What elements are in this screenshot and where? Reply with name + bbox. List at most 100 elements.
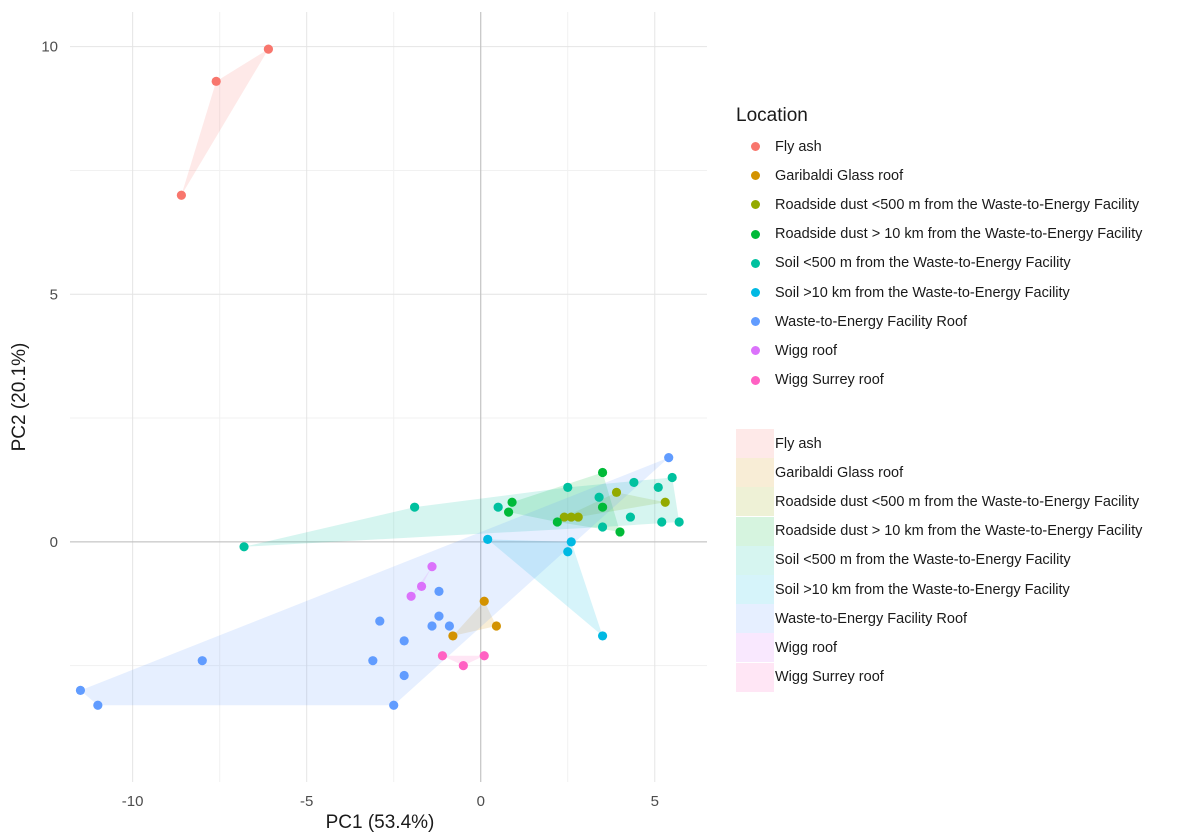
legend-key	[736, 336, 774, 365]
point-soil-500-m-from-the-waste-to-energy-facility	[493, 502, 503, 512]
point-wigg-surrey-roof	[479, 651, 489, 661]
hull-soil-500-m-from-the-waste-to-energy-facility	[244, 477, 680, 547]
legend-dot-icon	[750, 200, 760, 210]
point-soil-500-m-from-the-waste-to-energy-facility	[667, 472, 677, 483]
color-legend: Location Fly ash Garibaldi Glass roof Road…	[736, 100, 1186, 395]
legend-fill-swatch	[736, 575, 774, 605]
point-waste-to-energy-facility-roof	[389, 700, 399, 710]
legend-fill-label: Wigg roof	[775, 639, 838, 656]
point-soil-500-m-from-the-waste-to-energy-facility	[597, 522, 608, 532]
legend-dot-icon	[750, 229, 760, 239]
x-tick-label: 0	[477, 793, 485, 810]
legend-dot-icon	[750, 142, 760, 152]
point-waste-to-energy-facility-roof	[444, 621, 455, 631]
legend-item-waste-to-energy-facility-roof: Waste-to-Energy Facility Roof	[736, 307, 1186, 336]
convex-hulls	[80, 49, 680, 706]
point-waste-to-energy-facility-roof	[375, 616, 385, 626]
point-waste-to-energy-facility-roof	[399, 670, 409, 681]
point-roadside-dust-500-m-from-the-waste-to-energy-facility	[660, 497, 670, 507]
point-roadside-dust-10-km-from-the-waste-to-energy-facility	[615, 527, 625, 537]
hull-roadside-dust-500-m-from-the-waste-to-energy-facility	[564, 492, 666, 518]
legend-fill-key	[736, 545, 774, 575]
legend-label: Roadside dust <500 m from the Waste-to-E…	[775, 196, 1140, 213]
y-axis-title: PC2 (20.1%)	[9, 343, 30, 452]
legend-fill-swatch	[736, 662, 774, 692]
legend-fill-item-waste-to-energy-facility-roof: Waste-to-Energy Facility Roof	[736, 604, 1186, 634]
legend-dot-icon	[750, 171, 760, 181]
point-fly-ash	[263, 44, 274, 54]
legend-fill-swatch	[736, 516, 774, 546]
legend-fill-item-soil-500-m-from-the-waste-to-energy-facility: Soil <500 m from the Waste-to-Energy Fac…	[736, 545, 1186, 575]
point-soil-500-m-from-the-waste-to-energy-facility	[629, 477, 639, 488]
legend-fill-item-roadside-dust-500-m-from-the-waste-to-energy-facility: Roadside dust <500 m from the Waste-to-E…	[736, 487, 1186, 517]
point-roadside-dust-10-km-from-the-waste-to-energy-facility	[507, 497, 517, 507]
point-garibaldi-glass-roof	[479, 596, 489, 606]
legend-key	[736, 220, 774, 249]
point-roadside-dust-10-km-from-the-waste-to-energy-facility	[503, 507, 514, 517]
y-tick-label: 0	[50, 534, 58, 551]
legend-fill-key	[736, 575, 774, 605]
legend-label: Waste-to-Energy Facility Roof	[775, 313, 968, 330]
point-waste-to-energy-facility-roof	[427, 621, 437, 631]
hull-wigg-surrey-roof	[442, 655, 485, 666]
point-waste-to-energy-facility-roof	[93, 700, 103, 710]
point-soil-500-m-from-the-waste-to-energy-facility	[594, 492, 604, 502]
legend-fill-item-roadside-dust-10-km-from-the-waste-to-energy-facility: Roadside dust > 10 km from the Waste-to-…	[736, 516, 1186, 546]
hull-garibaldi-glass-roof	[452, 601, 497, 636]
legend-label: Fly ash	[775, 138, 822, 155]
point-soil-500-m-from-the-waste-to-energy-facility	[563, 482, 573, 492]
point-waste-to-energy-facility-roof	[434, 586, 444, 596]
legend-fill-swatch	[736, 429, 774, 459]
legend-fill-label: Fly ash	[775, 435, 822, 452]
point-fly-ash	[176, 190, 186, 200]
point-wigg-roof	[416, 581, 427, 592]
point-wigg-roof	[406, 591, 416, 601]
legend-fill-label: Roadside dust > 10 km from the Waste-to-…	[775, 523, 1143, 540]
point-waste-to-energy-facility-roof	[75, 685, 86, 695]
point-waste-to-energy-facility-roof	[368, 656, 378, 666]
hull-waste-to-energy-facility-roof	[80, 457, 669, 706]
point-soil-10-km-from-the-waste-to-energy-facility	[563, 547, 573, 557]
legend-item-wigg-surrey-roof: Wigg Surrey roof	[736, 366, 1186, 395]
legend-fill-swatch	[736, 545, 774, 575]
minor-gridlines	[70, 12, 707, 782]
x-tick-label: -5	[300, 793, 313, 810]
legend-fill-key	[736, 429, 774, 459]
point-soil-500-m-from-the-waste-to-energy-facility	[410, 502, 420, 512]
legend-fill-label: Garibaldi Glass roof	[775, 464, 904, 481]
legend-fill-key	[736, 516, 774, 546]
legend-fill-key	[736, 604, 774, 634]
legend-key	[736, 249, 774, 278]
data-points	[75, 44, 684, 710]
legend-fill-key	[736, 487, 774, 517]
point-roadside-dust-500-m-from-the-waste-to-energy-facility	[566, 512, 576, 522]
legend-fill-item-wigg-roof: Wigg roof	[736, 633, 1186, 663]
legend-label: Garibaldi Glass roof	[775, 167, 904, 184]
point-fly-ash	[211, 76, 221, 86]
point-soil-500-m-from-the-waste-to-energy-facility	[625, 512, 636, 522]
point-wigg-surrey-roof	[458, 661, 468, 671]
legend-item-soil-500-m-from-the-waste-to-energy-facility: Soil <500 m from the Waste-to-Energy Fac…	[736, 249, 1186, 278]
legend-fill-key	[736, 458, 774, 488]
legend-fill-entries: Fly ash Garibaldi Glass roof Roadside dust…	[736, 429, 1186, 692]
legend-dot-icon	[750, 288, 760, 298]
point-roadside-dust-500-m-from-the-waste-to-energy-facility	[573, 512, 583, 522]
point-roadside-dust-10-km-from-the-waste-to-energy-facility	[597, 467, 608, 478]
point-garibaldi-glass-roof	[491, 621, 502, 631]
point-roadside-dust-500-m-from-the-waste-to-energy-facility	[559, 512, 569, 522]
legend-key	[736, 132, 774, 161]
legend-item-garibaldi-glass-roof: Garibaldi Glass roof	[736, 161, 1186, 190]
point-wigg-roof	[427, 561, 437, 572]
point-soil-500-m-from-the-waste-to-energy-facility	[653, 482, 663, 492]
legend-fill-swatch	[736, 487, 774, 517]
legend-key	[736, 307, 774, 336]
legend-label: Roadside dust > 10 km from the Waste-to-…	[775, 226, 1143, 243]
point-wigg-surrey-roof	[437, 651, 448, 661]
point-waste-to-energy-facility-roof	[434, 611, 444, 621]
point-roadside-dust-10-km-from-the-waste-to-energy-facility	[597, 502, 608, 512]
point-waste-to-energy-facility-roof	[399, 636, 409, 646]
point-roadside-dust-500-m-from-the-waste-to-energy-facility	[611, 487, 622, 497]
legend-item-roadside-dust-500-m-from-the-waste-to-energy-facility: Roadside dust <500 m from the Waste-to-E…	[736, 190, 1186, 219]
point-garibaldi-glass-roof	[448, 631, 458, 641]
